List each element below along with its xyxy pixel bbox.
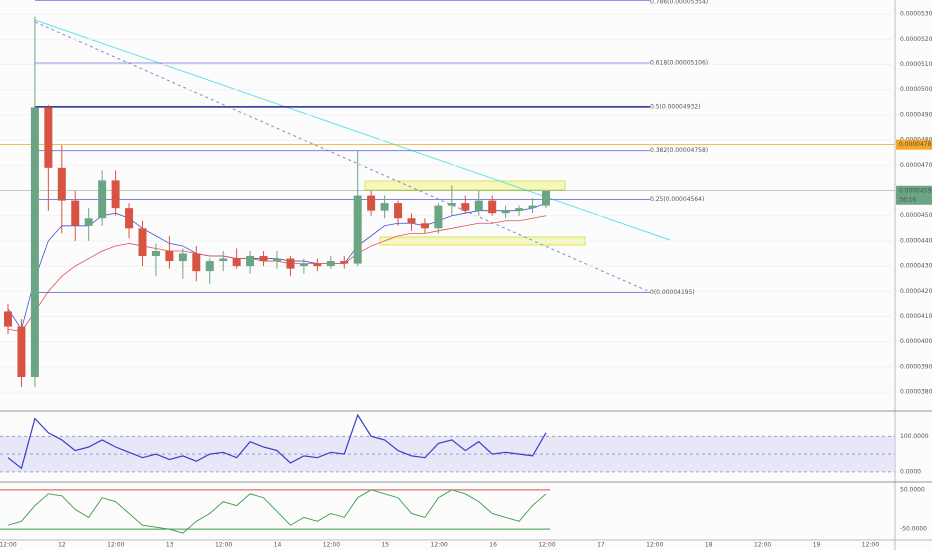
trend-line [34, 19, 671, 241]
y-tick-label: 50.0000 [900, 486, 925, 493]
candle-body [232, 258, 241, 267]
candle-body [30, 107, 39, 377]
x-tick-label: 12:00 [754, 542, 771, 549]
rsi-line [7, 413, 547, 470]
trend-line-dashed [34, 21, 651, 293]
candle-body [219, 258, 228, 262]
candle-body [273, 258, 281, 262]
candle-body [501, 210, 510, 214]
fib-label: 0.25(0.00004564) [650, 196, 704, 203]
x-tick-label: 14 [274, 542, 282, 549]
price-label: 0.00004782 [899, 141, 932, 148]
x-tick-label: 12:00 [538, 542, 555, 549]
candle-body [57, 167, 66, 201]
candle-body [299, 263, 308, 267]
candle-body [17, 326, 26, 377]
price-label-bg [896, 139, 932, 150]
x-tick-label: 19 [813, 542, 821, 549]
x-tick-label: 12:00 [107, 542, 124, 549]
candle-body [138, 228, 147, 257]
candle-body [434, 205, 443, 229]
candle-body [259, 256, 268, 262]
candle-body [461, 203, 470, 211]
x-tick-label: 12:00 [862, 542, 879, 549]
candle-body [474, 200, 483, 211]
x-tick-label: 16 [489, 542, 497, 549]
candle-body [151, 250, 160, 257]
x-tick-label: 12:00 [215, 542, 232, 549]
x-tick-label: 12:00 [646, 542, 663, 549]
fib-label: 0.786(0.00005354) [650, 0, 708, 6]
candle-body [84, 218, 93, 226]
candle-body [98, 180, 107, 219]
candle-body [394, 203, 403, 219]
candle-body [542, 190, 550, 206]
candle-body [407, 218, 416, 224]
fib-label: 0.5(0.00004932) [650, 103, 701, 110]
candle-body [4, 311, 12, 327]
candle-body [367, 195, 376, 211]
candle-body [420, 223, 429, 229]
candle-body [286, 258, 295, 269]
y-tick-label: -50.0000 [900, 526, 927, 533]
candle-body [111, 180, 120, 209]
x-tick-label: 12 [58, 542, 66, 549]
x-tick-label: 12:00 [323, 542, 340, 549]
zone-box [364, 180, 566, 191]
candle-body [165, 250, 174, 262]
x-tick-label: 18 [705, 542, 713, 549]
fib-label: 0.618(0.00005106) [650, 59, 708, 66]
candle-body [246, 256, 255, 267]
candle-body [178, 253, 187, 262]
countdown: 36:16 [899, 196, 916, 203]
x-tick-label: 17 [597, 542, 605, 549]
candle-body [71, 200, 80, 226]
candle-body [528, 205, 537, 209]
x-tick-label: 13 [166, 542, 174, 549]
candle-body [380, 203, 389, 211]
x-tick-label: 12:00 [431, 542, 448, 549]
y-tick-label: 100.0000 [900, 433, 929, 440]
x-tick-label: 15 [381, 542, 389, 549]
candle-body [447, 203, 456, 206]
candle-body [313, 263, 322, 267]
candle-body [353, 195, 362, 264]
price-label: 0.00004599 [899, 187, 932, 194]
candle-body [340, 261, 349, 264]
candle-body [44, 107, 53, 168]
stoch-line [7, 489, 547, 534]
y-tick-label: 0.0000 [900, 468, 921, 475]
fib-label: 0.382(0.00004758) [650, 147, 708, 154]
x-tick-label: 12:00 [0, 542, 17, 549]
candle-body [326, 261, 335, 267]
candle-body [488, 200, 497, 214]
candle-body [515, 208, 524, 211]
candle-body [125, 208, 134, 229]
candle-body [192, 253, 201, 272]
price-label-bg [896, 185, 932, 205]
candle-body [205, 261, 214, 272]
fib-label: 0(0.00004195) [650, 289, 695, 296]
